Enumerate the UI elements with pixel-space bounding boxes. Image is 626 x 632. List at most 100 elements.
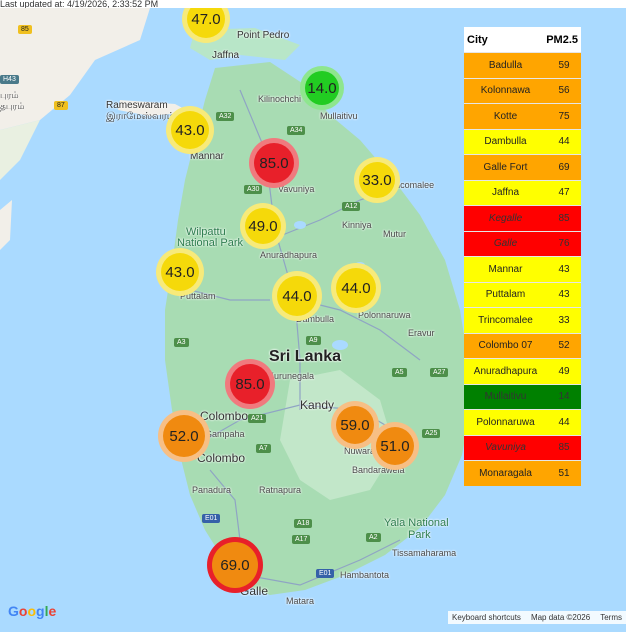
place-rameswaram: Rameswaram	[106, 100, 168, 111]
aqi-marker[interactable]: 43.0	[166, 106, 214, 154]
legend-value: 43	[558, 263, 570, 275]
place-kandy: Kandy	[300, 398, 335, 412]
road-shield-a9: A9	[306, 336, 321, 345]
place-dambulla: Dambulla	[296, 314, 335, 324]
place-trincomalee: Trincomalee	[385, 180, 435, 190]
legend-row: Kegalle 85	[464, 205, 581, 231]
road-shield-a32: A32	[216, 112, 235, 121]
place-mannar: Mannar	[190, 151, 224, 162]
legend-city: Dambulla	[484, 136, 527, 148]
legend-row: Kotte 75	[464, 103, 581, 129]
place-mutur: Mutur	[383, 229, 407, 239]
place-gampaha: Gampaha	[205, 429, 245, 439]
aqi-marker[interactable]: 52.0	[158, 410, 210, 462]
aqi-marker[interactable]: 85.0	[249, 138, 299, 188]
aqi-marker-value: 69.0	[212, 542, 258, 588]
road-shield-a5: A5	[392, 368, 407, 377]
legend-city: Kotte	[493, 110, 518, 122]
legend-col-value: PM2.5	[546, 33, 578, 46]
pm25-legend-table: City PM2.5 Badulla 59 Kolonnawa 56 Kotte 75 Da…	[464, 27, 581, 486]
place-kurunegala: Kurunegala	[268, 371, 315, 381]
place-hambantota: Hambantota	[340, 570, 390, 580]
map-attribution: Keyboard shortcuts Map data ©2026 Terms	[448, 611, 626, 624]
legend-row: Dambulla 44	[464, 128, 581, 154]
place-colombo-small: Colombo	[200, 409, 249, 423]
road-shield-h43: H43	[0, 75, 19, 84]
legend-row: Badulla 59	[464, 52, 581, 78]
aqi-marker-value: 33.0	[359, 162, 395, 198]
road-shield-a2: A2	[366, 533, 381, 542]
place-ratnapura: Ratnapura	[259, 485, 302, 495]
legend-value: 76	[558, 238, 570, 250]
place-jaffna: Jaffna	[212, 50, 240, 61]
aqi-marker-value: 43.0	[161, 253, 199, 291]
legend-value: 14	[558, 391, 570, 403]
place-vavuniya: Vavuniya	[278, 184, 315, 194]
road-shield-a27: A27	[430, 368, 449, 377]
aqi-marker-value: 52.0	[163, 415, 205, 457]
legend-value: 51	[558, 467, 570, 479]
legend-city: Badulla	[488, 59, 523, 71]
keyboard-shortcuts-link[interactable]: Keyboard shortcuts	[452, 613, 521, 622]
place-puttalam: Puttalam	[180, 291, 216, 301]
aqi-marker-value: 51.0	[376, 427, 414, 465]
legend-header: City PM2.5	[464, 27, 581, 52]
place-park: Park	[408, 529, 431, 541]
place-wilpattu: Wilpattu	[186, 226, 226, 238]
aqi-marker[interactable]: 69.0	[207, 537, 263, 593]
place-bandarawela: Bandarawela	[352, 465, 405, 475]
place-mullaitivu: Mullaitivu	[320, 111, 358, 121]
place-anuradhapura: Anuradhapura	[260, 250, 318, 260]
aqi-marker[interactable]: 44.0	[331, 263, 381, 313]
legend-city: Kolonnawa	[480, 85, 531, 97]
place-panadura: Panadura	[192, 485, 232, 495]
legend-value: 56	[558, 85, 570, 97]
place-kinniya: Kinniya	[342, 220, 372, 230]
legend-city: Galle Fort	[483, 161, 528, 173]
aqi-marker[interactable]: 44.0	[272, 271, 322, 321]
aqi-marker-value: 14.0	[305, 71, 339, 105]
place-eravur: Eravur	[408, 328, 435, 338]
map-data-text: Map data ©2026	[530, 613, 591, 622]
legend-value: 75	[558, 110, 570, 122]
aqi-marker-value: 85.0	[254, 143, 294, 183]
legend-city: Galle	[493, 238, 518, 250]
legend-value: 59	[558, 59, 570, 71]
legend-city: Mannar	[488, 263, 523, 275]
aqi-marker[interactable]: 59.0	[331, 401, 379, 449]
aqi-marker-value: 43.0	[171, 111, 209, 149]
road-shield-e01: E01	[202, 514, 221, 523]
legend-value: 85	[558, 442, 570, 454]
road-shield-a7: A7	[256, 444, 271, 453]
legend-city: Anuradhapura	[473, 365, 538, 377]
legend-value: 44	[558, 416, 570, 428]
aqi-marker[interactable]: 33.0	[354, 157, 400, 203]
road-shield-a30: A30	[244, 185, 263, 194]
aqi-marker-value: 85.0	[230, 364, 270, 404]
place-rameswaram-ta: இராமேஸ்வரம்	[106, 111, 175, 122]
aqi-marker[interactable]: 51.0	[371, 422, 419, 470]
aqi-marker-value: 44.0	[277, 276, 317, 316]
legend-row: Colombo 07 52	[464, 332, 581, 358]
legend-value: 52	[558, 340, 570, 352]
legend-row: Trincomalee 33	[464, 307, 581, 333]
aqi-marker[interactable]: 14.0	[300, 66, 344, 110]
legend-value: 44	[558, 136, 570, 148]
aqi-marker-value: 59.0	[336, 406, 374, 444]
legend-city: Jaffna	[491, 187, 520, 199]
aqi-marker[interactable]: 85.0	[225, 359, 275, 409]
place-left-town1: புரம்	[0, 90, 19, 100]
terms-link[interactable]: Terms	[600, 613, 622, 622]
road-shield-a3: A3	[174, 338, 189, 347]
legend-value: 33	[558, 314, 570, 326]
legend-value: 47	[558, 187, 570, 199]
aqi-marker-value: 44.0	[336, 268, 376, 308]
legend-row: Monaragala 51	[464, 460, 581, 486]
aqi-marker[interactable]: 49.0	[240, 203, 286, 249]
road-shield-a18: A18	[294, 519, 313, 528]
road-shield-85: 85	[18, 25, 32, 34]
legend-row: Anuradhapura 49	[464, 358, 581, 384]
place-matara: Matara	[286, 596, 315, 606]
aqi-marker[interactable]: 43.0	[156, 248, 204, 296]
legend-row: Polonnaruwa 44	[464, 409, 581, 435]
